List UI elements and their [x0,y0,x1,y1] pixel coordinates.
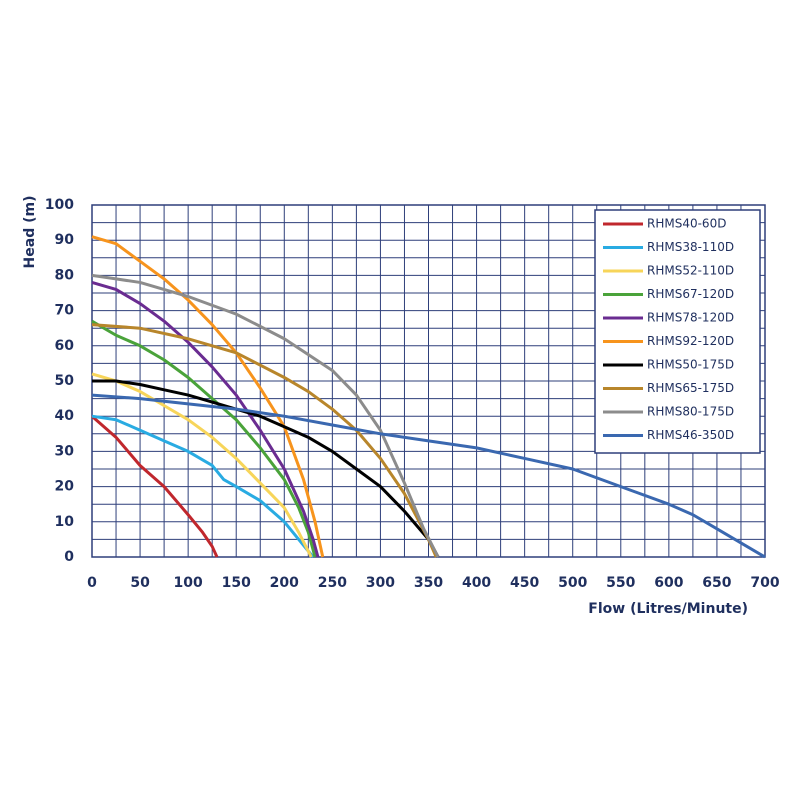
y-tick-label: 10 [55,514,75,530]
y-tick-label: 80 [55,267,75,283]
legend-label: RHMS46-350D [647,428,734,442]
x-tick-label: 400 [462,575,491,591]
series-line [91,281,320,558]
y-tick-label: 100 [45,197,74,213]
x-tick-label: 650 [702,575,731,591]
legend-label: RHMS38-110D [647,240,734,254]
x-tick-label: 550 [606,575,635,591]
x-tick-label: 50 [130,575,150,591]
y-tick-label: 50 [55,373,75,389]
series-line [91,235,325,558]
x-tick-label: 500 [558,575,587,591]
legend-label: RHMS67-120D [647,287,734,301]
series-line [91,393,766,559]
y-tick-label: 20 [55,479,75,495]
legend-label: RHMS52-110D [647,264,734,278]
legend-label: RHMS92-120D [647,334,734,348]
legend-label: RHMS50-175D [647,358,734,372]
legend-label: RHMS78-120D [647,311,734,325]
y-tick-label: 90 [55,232,75,248]
series-line [92,379,440,558]
x-tick-label: 250 [318,575,347,591]
legend-label: RHMS80-175D [647,405,734,419]
x-tick-label: 450 [510,575,539,591]
x-tick-label: 100 [174,575,203,591]
x-axis-label: Flow (Litres/Minute) [588,601,748,617]
legend-label: RHMS65-175D [647,381,734,395]
x-tick-label: 350 [414,575,443,591]
series-line [91,414,315,558]
x-tick-label: 300 [366,575,395,591]
x-tick-label: 200 [270,575,299,591]
y-axis-label: Head (m) [22,196,38,269]
series-line [91,415,219,558]
legend-label: RHMS40-60D [647,217,726,231]
y-tick-label: 60 [55,338,75,354]
x-tick-label: 0 [87,575,97,591]
y-tick-label: 30 [55,443,75,459]
x-tick-label: 700 [750,575,779,591]
x-tick-label: 150 [222,575,251,591]
x-tick-label: 600 [654,575,683,591]
series-line [91,323,438,558]
y-tick-label: 0 [64,549,74,565]
series-line [91,273,440,558]
legend: RHMS40-60D RHMS38-110D RHMS52-110D RHMS67-1… [594,209,761,454]
series-line [91,372,313,558]
y-tick-label: 40 [55,408,75,424]
y-tick-label: 70 [55,303,75,319]
